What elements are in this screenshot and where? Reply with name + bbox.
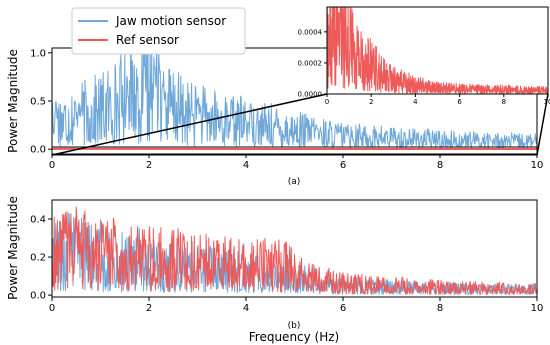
panel-b-frame bbox=[51, 199, 538, 298]
inset-background bbox=[327, 7, 548, 94]
x-tick-label: 2 bbox=[146, 160, 152, 171]
x-tick-label: 2 bbox=[369, 98, 373, 106]
panel-b-xlabel: Frequency (Hz) bbox=[249, 330, 340, 344]
x-tick-label: 8 bbox=[437, 160, 443, 171]
inset-series bbox=[327, 7, 548, 94]
x-tick-label: 6 bbox=[340, 303, 346, 314]
panel-b-ticks: 0 2 4 6 8 10 0.0 0.2 0.4 bbox=[30, 215, 543, 314]
legend-box bbox=[71, 7, 246, 55]
panel-a-inset: 0 2 4 6 8 10 0.0000 0.0002 0.0004 bbox=[298, 6, 550, 106]
panel-b-subplot-label: (b) bbox=[288, 321, 301, 331]
y-tick-label: 0.0 bbox=[30, 145, 46, 156]
x-tick-label: 6 bbox=[457, 98, 462, 106]
inset-ticks: 0 2 4 6 8 10 0.0000 0.0002 0.0004 bbox=[298, 28, 550, 106]
x-tick-label: 4 bbox=[413, 98, 418, 106]
panel-a-ticks: 0 2 4 6 8 10 0.0 0.5 1.0 bbox=[30, 48, 543, 171]
x-tick-label: 0 bbox=[49, 303, 55, 314]
x-tick-label: 10 bbox=[531, 160, 544, 171]
panel-b: 0 2 4 6 8 10 0.0 0.2 0.4 Power Magnitude (b) Fre… bbox=[6, 196, 543, 344]
y-tick-label: 0.0000 bbox=[298, 91, 323, 99]
panel-a-ylabel: Power Magnitude bbox=[6, 49, 20, 153]
x-tick-label: 8 bbox=[437, 303, 443, 314]
x-tick-label: 10 bbox=[531, 303, 544, 314]
series-line-ref-sensor bbox=[327, 7, 548, 94]
x-tick-label: 0 bbox=[49, 160, 55, 171]
y-tick-label: 0.2 bbox=[30, 253, 46, 264]
legend-label-jaw: Jaw motion sensor bbox=[115, 14, 226, 28]
y-tick-label: 0.0 bbox=[30, 291, 46, 302]
zoom-connector-left bbox=[51, 93, 328, 156]
x-tick-label: 0 bbox=[325, 98, 329, 106]
y-tick-label: 0.5 bbox=[30, 97, 46, 108]
legend-label-ref: Ref sensor bbox=[116, 33, 179, 47]
x-tick-label: 4 bbox=[243, 303, 249, 314]
panel-b-ylabel: Power Magnitude bbox=[6, 196, 20, 300]
zoom-connector-right bbox=[536, 93, 549, 156]
zoom-marker-box bbox=[51, 146, 538, 156]
y-tick-label: 0.4 bbox=[30, 215, 46, 226]
y-tick-label: 1.0 bbox=[30, 48, 46, 59]
legend: Jaw motion sensor Ref sensor bbox=[71, 7, 246, 55]
y-tick-label: 0.0002 bbox=[298, 59, 323, 67]
panel-a-series bbox=[52, 48, 537, 150]
y-tick-label: 0.0004 bbox=[298, 28, 323, 36]
x-tick-label: 6 bbox=[340, 160, 346, 171]
panel-b-series bbox=[52, 206, 537, 295]
panel-a: 0 2 4 6 8 10 0.0 0.5 1.0 Power Magnitude (a) bbox=[6, 47, 543, 187]
x-tick-label: 8 bbox=[502, 98, 506, 106]
panel-a-subplot-label: (a) bbox=[288, 177, 301, 187]
x-tick-label: 2 bbox=[146, 303, 152, 314]
x-tick-label: 4 bbox=[243, 160, 249, 171]
inset-frame bbox=[326, 6, 549, 95]
series-line-ref-sensor bbox=[52, 208, 537, 295]
series-line-jaw-motion-sensor bbox=[52, 48, 537, 149]
x-tick-label: 10 bbox=[544, 98, 550, 106]
